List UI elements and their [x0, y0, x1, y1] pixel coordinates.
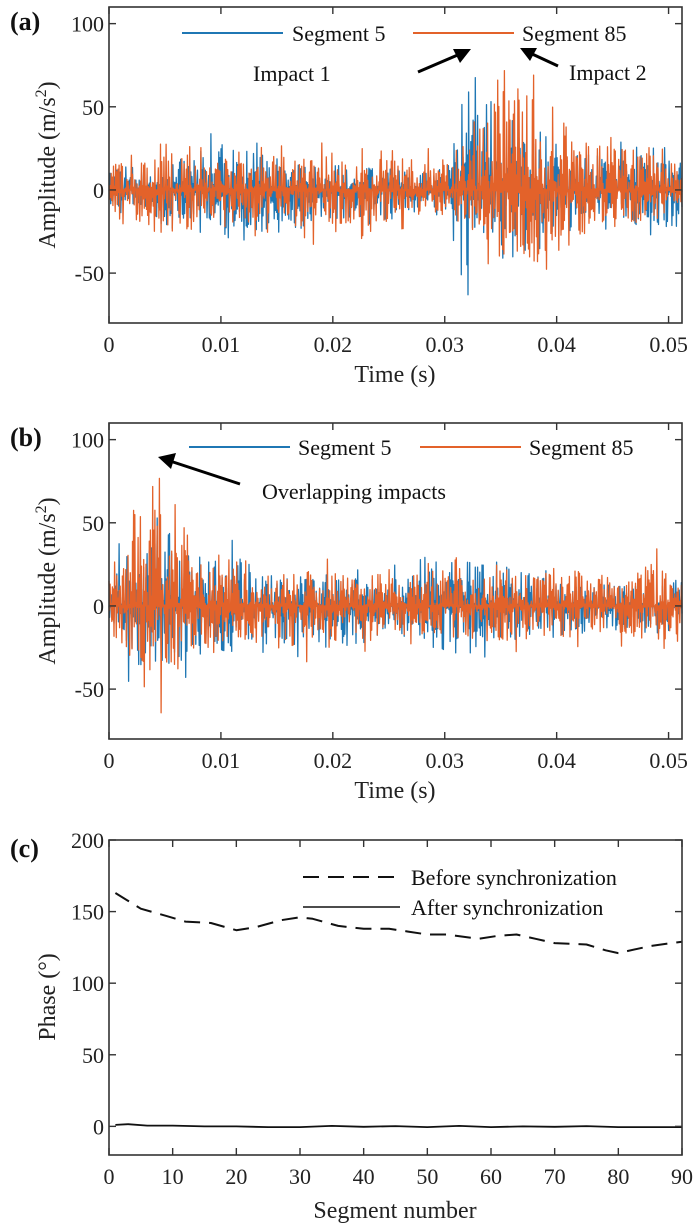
panel-c: (c) 0 10 20 30 40 50 60 70 80 90 0 50 100 150 200 Segm…	[10, 828, 693, 1224]
x-tick-label: 0.05	[649, 332, 688, 357]
x-tick-label: 70	[544, 1164, 566, 1189]
y-tick-label: -50	[75, 677, 104, 702]
ticks-a: 0 0.01 0.02 0.03 0.04 0.05 -50 0 50 100	[71, 7, 688, 357]
panel-b: (b) 0 0.01 0.02 0.03 0.04 0.05 -50 0 50 100 Time …	[10, 422, 688, 804]
series-line-after-synchronization	[115, 1123, 682, 1128]
x-tick-label: 0.04	[537, 748, 576, 773]
x-tick-label: 80	[607, 1164, 629, 1189]
x-tick-label: 40	[353, 1164, 375, 1189]
y-tick-label: -50	[75, 261, 104, 286]
axes-frame-a	[108, 6, 683, 324]
series-layer-c	[114, 892, 683, 1128]
x-tick-label: 0.02	[314, 332, 353, 357]
y-axis-label-c: Phase (°)	[35, 953, 61, 1041]
y-tick-label: 150	[71, 900, 104, 925]
legend-b: Segment 5 Segment 85	[189, 435, 634, 460]
y-tick-label: 0	[93, 594, 104, 619]
panel-label-b: (b)	[10, 423, 42, 452]
x-tick-label: 10	[162, 1164, 184, 1189]
axes-frame-c	[108, 839, 683, 1156]
annotation-overlapping-impacts: Overlapping impacts	[262, 479, 446, 504]
legend-label-segment5-b: Segment 5	[298, 435, 392, 460]
legend-label-before-sync: Before synchronization	[411, 865, 617, 890]
legend-a: Segment 5 Segment 85	[182, 21, 627, 46]
x-tick-label: 20	[225, 1164, 247, 1189]
x-tick-label: 0.01	[202, 332, 241, 357]
x-tick-label: 0	[104, 748, 115, 773]
y-tick-label: 0	[93, 178, 104, 203]
x-axis-label-a: Time (s)	[354, 362, 435, 388]
arrow-impact-1-icon	[417, 49, 471, 74]
y-tick-label: 100	[71, 971, 104, 996]
y-axis-label-b: Amplitude (m/s2)	[33, 497, 61, 664]
panel-a: (a) 0 0.01 0.02 0.03 0.04 0.05 -50 0 50 100 Time …	[10, 6, 688, 388]
axes-frame-b	[108, 422, 683, 740]
x-axis-label-c: Segment number	[313, 1198, 476, 1224]
ticks-b: 0 0.01 0.02 0.03 0.04 0.05 -50 0 50 100	[71, 423, 688, 773]
annotation-impact-1: Impact 1	[253, 61, 331, 86]
annotation-impact-2: Impact 2	[569, 60, 647, 85]
panel-label-a: (a)	[10, 7, 40, 36]
x-tick-label: 0.04	[537, 332, 576, 357]
x-tick-label: 0.05	[649, 748, 688, 773]
series-layer-a	[108, 69, 683, 296]
x-tick-label: 0.03	[425, 748, 464, 773]
legend-label-segment5-a: Segment 5	[292, 21, 386, 46]
series-layer-b	[108, 477, 683, 714]
y-tick-label: 100	[71, 428, 104, 453]
panel-label-c: (c)	[10, 834, 39, 863]
x-tick-label: 0.03	[425, 332, 464, 357]
x-tick-label: 50	[416, 1164, 438, 1189]
y-tick-label: 200	[71, 828, 104, 853]
arrow-impact-2-icon	[520, 48, 559, 68]
y-tick-label: 50	[82, 95, 104, 120]
x-tick-label: 0.02	[314, 748, 353, 773]
x-tick-label: 0.01	[202, 748, 241, 773]
y-axis-label-a: Amplitude (m/s2)	[33, 81, 61, 248]
y-tick-label: 0	[93, 1114, 104, 1139]
x-tick-label: 30	[289, 1164, 311, 1189]
arrow-overlapping-impacts-icon	[158, 453, 241, 486]
x-tick-label: 0	[104, 1164, 115, 1189]
y-tick-label: 50	[82, 1043, 104, 1068]
ticks-c: 0 10 20 30 40 50 60 70 80 90 0 50 100 150 200	[71, 828, 693, 1189]
y-tick-label: 50	[82, 511, 104, 536]
x-axis-label-b: Time (s)	[354, 778, 435, 804]
legend-label-after-sync: After synchronization	[411, 895, 603, 920]
series-line-segment-85	[108, 477, 683, 714]
series-line-segment-85	[108, 69, 683, 270]
x-tick-label: 60	[480, 1164, 502, 1189]
legend-label-segment85-b: Segment 85	[529, 435, 634, 460]
legend-label-segment85-a: Segment 85	[522, 21, 627, 46]
legend-c: Before synchronization After synchroniza…	[303, 865, 617, 920]
x-tick-label: 0	[104, 332, 115, 357]
y-tick-label: 100	[71, 12, 104, 37]
series-line-before-synchronization	[114, 892, 683, 955]
x-tick-label: 90	[671, 1164, 693, 1189]
